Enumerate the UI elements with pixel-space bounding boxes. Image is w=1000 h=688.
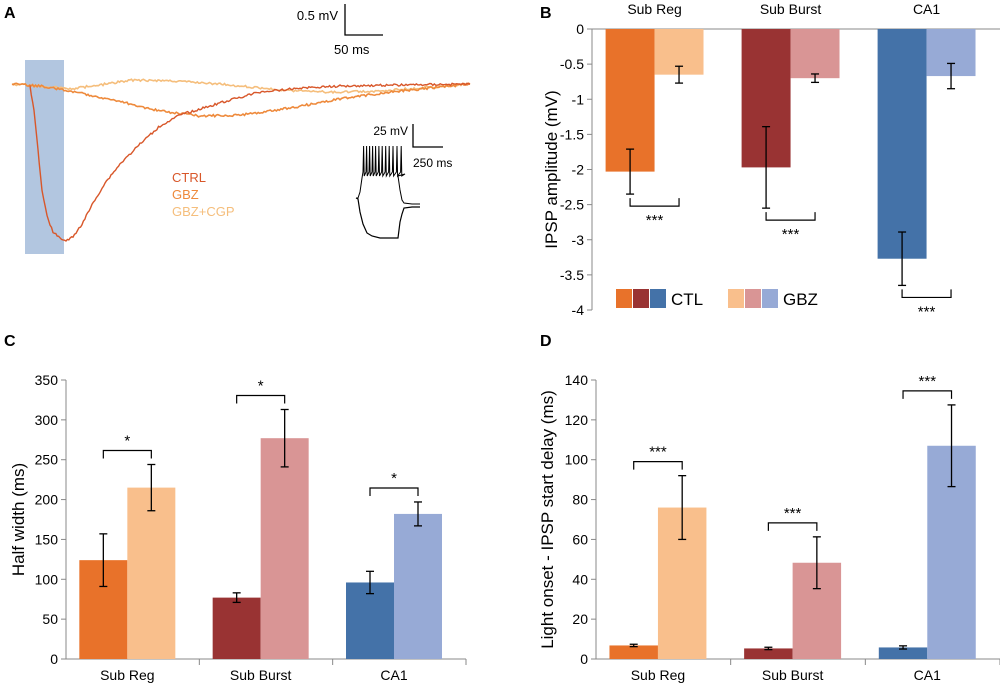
- c-category-label: Sub Burst: [230, 667, 292, 683]
- d-significance-stars: ***: [649, 444, 667, 461]
- main-scale-bar: [344, 4, 383, 36]
- b-y-tick-label: 0: [576, 21, 584, 37]
- panel-b: B 0 -0.5 -1 -1.5 -2 -2.5 -3 -3.5 -4 IPSP amplitud…: [540, 1, 1000, 320]
- panel-a-letter: A: [4, 5, 16, 22]
- inset-firing-trace: [356, 145, 420, 205]
- b-significance-stars: ***: [782, 226, 800, 243]
- c-significance-bracket: [369, 487, 419, 496]
- b-significance-bracket: [901, 289, 952, 299]
- c-y-tick-label: 300: [35, 412, 59, 428]
- b-significance-bracket: [765, 212, 816, 221]
- d-y-axis-label: Light onset - IPSP start delay (ms): [538, 390, 557, 649]
- b-y-tick-label: -3: [572, 232, 585, 248]
- b-y-tick-label: -1: [572, 91, 585, 107]
- b-legend-swatch: [745, 289, 761, 308]
- b-bar-ctl: [605, 29, 655, 172]
- d-y-tick-label: 40: [572, 571, 588, 587]
- d-y-tick-label: 140: [565, 372, 589, 388]
- panel-d-letter: D: [540, 333, 552, 350]
- c-y-tick-label: 100: [35, 571, 59, 587]
- b-legend-swatch: [728, 289, 744, 308]
- d-bar-ctl: [609, 645, 658, 659]
- b-y-tick-label: -2: [572, 162, 585, 178]
- b-significance-bracket: [629, 198, 680, 207]
- c-category-label: CA1: [380, 667, 407, 683]
- inset-scale-bar: [412, 124, 443, 148]
- d-bar-ctl: [744, 648, 793, 659]
- b-y-axis-label: IPSP amplitude (mV): [542, 90, 561, 248]
- d-significance-bracket: [767, 522, 818, 531]
- legend-ctrl: CTRL: [172, 170, 206, 185]
- b-y-tick-label: -4: [572, 302, 585, 318]
- main-scale-time: 50 ms: [334, 42, 370, 57]
- d-category-label: Sub Reg: [631, 667, 685, 683]
- panel-a: A 0.5 mV 50 ms CTRL GBZ GBZ+CGP 25 mV 25…: [4, 4, 471, 254]
- c-significance-stars: *: [391, 470, 397, 487]
- c-y-tick-label: 350: [35, 372, 59, 388]
- d-category-label: Sub Burst: [762, 667, 824, 683]
- panel-c-letter: C: [4, 333, 16, 350]
- d-significance-stars: ***: [919, 373, 937, 390]
- c-y-tick-label: 200: [35, 492, 59, 508]
- main-scale-voltage: 0.5 mV: [297, 8, 339, 23]
- panel-d: D 0 20 40 60 80 100 120 140 Light onset - IPSP s…: [538, 333, 1000, 683]
- b-legend-label-ctl: CTL: [671, 290, 703, 309]
- d-y-tick-label: 80: [572, 492, 588, 508]
- b-legend-swatch: [650, 289, 666, 308]
- b-category-label: Sub Reg: [627, 1, 681, 17]
- d-category-label: CA1: [914, 667, 941, 683]
- trace-gbz-cgp: [11, 78, 471, 95]
- c-bar-ctl: [212, 597, 261, 659]
- b-y-tick-label: -0.5: [560, 56, 584, 72]
- b-legend-label-gbz: GBZ: [783, 290, 818, 309]
- d-y-tick-label: 60: [572, 531, 588, 547]
- c-bar-gbz: [260, 438, 309, 659]
- c-significance-bracket: [236, 394, 286, 404]
- panel-c: C 0 50 100 150 200 250 300 350 Half width (ms) * S…: [4, 333, 467, 683]
- c-y-tick-label: 50: [42, 611, 58, 627]
- d-y-tick-label: 0: [580, 651, 588, 667]
- b-legend-swatch: [616, 289, 632, 308]
- c-significance-stars: *: [258, 377, 264, 394]
- b-y-tick-label: -1.5: [560, 126, 584, 142]
- c-bar-gbz: [127, 487, 176, 659]
- c-y-axis-label: Half width (ms): [9, 463, 28, 576]
- b-category-label: Sub Burst: [760, 1, 822, 17]
- c-y-tick-label: 250: [35, 452, 59, 468]
- b-legend-swatch: [633, 289, 649, 308]
- c-category-label: Sub Reg: [100, 667, 154, 683]
- d-y-tick-label: 100: [565, 452, 589, 468]
- b-legend-swatch: [762, 289, 778, 308]
- b-bar-gbz: [790, 29, 840, 79]
- inset-hyperpolarized-trace: [355, 197, 420, 239]
- c-significance-bracket: [102, 449, 152, 459]
- c-significance-stars: *: [124, 432, 130, 449]
- b-y-tick-label: -3.5: [560, 267, 584, 283]
- inset-scale-time: 250 ms: [413, 156, 452, 170]
- d-bar-ctl: [878, 647, 928, 659]
- b-y-tick-label: -2.5: [560, 197, 584, 213]
- c-bar-ctl: [346, 582, 394, 659]
- d-y-tick-label: 120: [565, 412, 589, 428]
- b-significance-stars: ***: [646, 212, 664, 229]
- c-y-tick-label: 0: [50, 651, 58, 667]
- d-y-tick-label: 20: [572, 611, 588, 627]
- b-significance-stars: ***: [918, 303, 936, 320]
- legend-gbz-cgp: GBZ+CGP: [172, 204, 235, 219]
- legend-gbz: GBZ: [172, 187, 199, 202]
- b-bar-ctl: [877, 29, 927, 259]
- trace-ctrl: [29, 82, 471, 242]
- d-significance-bracket: [633, 461, 683, 470]
- d-significance-bracket: [902, 390, 953, 399]
- b-category-label: CA1: [913, 1, 940, 17]
- c-y-tick-label: 150: [35, 531, 59, 547]
- inset-scale-voltage: 25 mV: [373, 124, 408, 138]
- panel-b-letter: B: [540, 5, 552, 22]
- c-bar-gbz: [394, 513, 442, 659]
- trace-gbz: [11, 82, 471, 118]
- d-significance-stars: ***: [784, 505, 802, 522]
